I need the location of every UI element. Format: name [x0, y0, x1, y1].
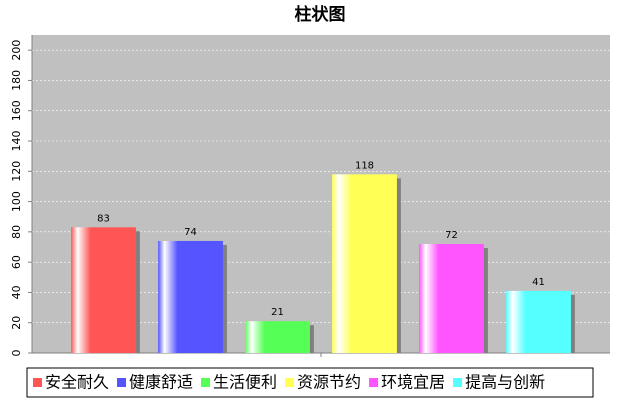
- bar: [506, 290, 571, 353]
- bar: [419, 243, 484, 353]
- bar: [71, 227, 136, 353]
- legend-swatch: [117, 378, 127, 387]
- y-tick-label: 200: [10, 40, 23, 61]
- legend-swatch: [369, 378, 379, 387]
- y-tick-label: 80: [10, 225, 23, 239]
- y-tick-label: 120: [10, 161, 23, 182]
- chart-title: 柱状图: [295, 4, 346, 25]
- legend-label: 生活便利: [213, 373, 277, 392]
- value-label: 21: [271, 307, 284, 318]
- y-tick-label: 160: [10, 100, 23, 121]
- value-label: 74: [184, 227, 197, 238]
- y-tick-label: 180: [10, 70, 23, 91]
- legend-label: 提高与创新: [465, 373, 545, 392]
- legend-label: 健康舒适: [129, 373, 193, 392]
- legend-swatch: [453, 378, 463, 387]
- value-label: 83: [97, 213, 110, 224]
- bar: [158, 240, 223, 353]
- value-label: 72: [445, 230, 458, 241]
- legend-label: 环境宜居: [381, 373, 445, 392]
- value-label: 41: [532, 277, 545, 288]
- y-tick-label: 40: [10, 285, 23, 299]
- legend-label: 安全耐久: [45, 373, 109, 392]
- y-tick-label: 140: [10, 131, 23, 152]
- y-tick-label: 20: [10, 316, 23, 330]
- y-tick-label: 0: [10, 350, 23, 357]
- bar: [245, 321, 310, 353]
- value-label: 118: [355, 160, 374, 171]
- legend-label: 资源节约: [297, 373, 361, 392]
- legend-swatch: [33, 378, 42, 387]
- bar: [332, 174, 397, 353]
- y-tick-label: 60: [10, 255, 23, 269]
- y-tick-label: 100: [10, 191, 23, 212]
- legend-swatch: [285, 378, 295, 387]
- legend-swatch: [201, 378, 211, 387]
